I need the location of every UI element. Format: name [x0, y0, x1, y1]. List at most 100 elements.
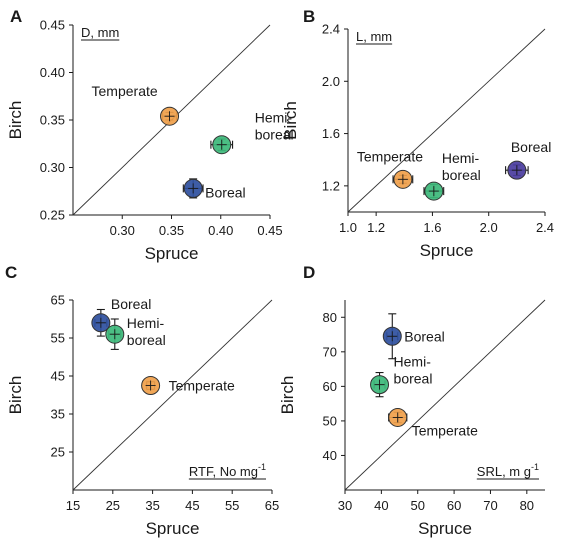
x-tick-label: 55 — [225, 498, 239, 513]
point-label: Boreal — [111, 296, 151, 312]
data-point: Boreal — [182, 178, 246, 200]
point-label: Boreal — [404, 328, 444, 344]
y-tick-label: 2.0 — [322, 74, 340, 89]
data-point: Boreal — [382, 313, 445, 360]
unit-label: L, mm — [356, 29, 393, 45]
y-tick-label: 1.6 — [322, 126, 340, 141]
point-label: Hemi- — [394, 354, 432, 370]
x-tick-label: 70 — [483, 498, 497, 513]
x-tick-label: 1.2 — [367, 220, 385, 235]
x-tick-label: 50 — [410, 498, 424, 513]
panel-d: D 30 40 50 60 70 80 40 50 60 70 80 Spruce Birch SRL, m… — [278, 263, 546, 538]
y-tick-label: 40 — [323, 448, 337, 463]
one-to-one-line — [344, 299, 546, 491]
unit-main: L, mm — [356, 29, 392, 44]
y-tick-label: 0.45 — [40, 18, 65, 33]
x-axis-title: Spruce — [146, 519, 200, 538]
unit-text: RTF, No mg-1 — [189, 462, 266, 479]
y-tick-label: 0.30 — [40, 160, 65, 175]
point-label: Temperate — [412, 422, 478, 438]
one-to-one-line — [72, 299, 273, 491]
y-axis-title: Birch — [281, 101, 300, 140]
unit-text: L, mm — [356, 29, 392, 44]
x-tick-label: 30 — [338, 498, 352, 513]
data-point: Hemi-boreal — [370, 354, 433, 398]
x-tick-label: 15 — [66, 498, 80, 513]
unit-text: SRL, m g-1 — [477, 462, 539, 479]
x-tick-label: 1.6 — [423, 220, 441, 235]
point-label: Temperate — [357, 148, 423, 164]
x-tick-label: 0.30 — [110, 223, 135, 238]
unit-main: D, mm — [81, 25, 119, 40]
point-label: Boreal — [511, 139, 551, 155]
y-tick-label: 70 — [323, 344, 337, 359]
point-label: boreal — [442, 167, 481, 183]
y-tick-label: 80 — [323, 310, 337, 325]
x-tick-label: 60 — [447, 498, 461, 513]
panel-c: C 15 25 35 45 55 65 25 35 45 55 65 Spruce Birch RTF, N… — [5, 263, 279, 538]
data-point: Hemi-boreal — [423, 150, 481, 201]
unit-superscript: -1 — [531, 462, 539, 472]
y-tick-label: 60 — [323, 379, 337, 394]
y-tick-label: 0.40 — [40, 65, 65, 80]
y-tick-label: 65 — [51, 293, 65, 308]
y-tick-label: 1.2 — [322, 178, 340, 193]
point-label: boreal — [255, 127, 294, 143]
data-point: Boreal — [91, 296, 151, 337]
point-label: Hemi- — [127, 315, 165, 331]
y-tick-label: 25 — [51, 445, 65, 460]
x-axis-title: Spruce — [145, 244, 199, 263]
unit-label: D, mm — [81, 25, 120, 41]
y-tick-label: 0.25 — [40, 208, 65, 223]
y-tick-label: 35 — [51, 407, 65, 422]
data-point: Hemi-boreal — [105, 315, 166, 350]
one-to-one-line — [347, 28, 546, 213]
panel-letter: D — [303, 263, 315, 282]
unit-label: SRL, m g-1 — [476, 462, 539, 480]
data-point: Temperate — [357, 148, 423, 189]
unit-label: RTF, No mg-1 — [188, 462, 266, 480]
data-point: Boreal — [505, 139, 551, 180]
y-tick-label: 45 — [51, 369, 65, 384]
point-label: Temperate — [169, 378, 235, 394]
y-tick-label: 2.4 — [322, 22, 340, 37]
x-tick-label: 0.35 — [159, 223, 184, 238]
unit-superscript: -1 — [258, 462, 266, 472]
point-label: Temperate — [92, 83, 158, 99]
x-tick-label: 2.4 — [536, 220, 554, 235]
point-label: Hemi- — [442, 150, 480, 166]
x-tick-label: 40 — [374, 498, 388, 513]
data-point: Temperate — [92, 83, 180, 126]
y-tick-label: 0.35 — [40, 113, 65, 128]
y-tick-label: 55 — [51, 331, 65, 346]
x-tick-label: 0.40 — [208, 223, 233, 238]
data-point: Temperate — [141, 376, 235, 395]
x-axis-title: Spruce — [418, 519, 472, 538]
panel-letter: B — [303, 7, 315, 26]
unit-main: SRL, m g — [477, 464, 531, 479]
unit-text: D, mm — [81, 25, 119, 40]
data-point: Temperate — [388, 407, 478, 438]
x-axis-title: Spruce — [420, 241, 474, 260]
x-tick-label: 25 — [106, 498, 120, 513]
panel-letter: A — [10, 7, 22, 26]
point-label: boreal — [394, 371, 433, 387]
panel-letter: C — [5, 263, 17, 282]
x-tick-label: 45 — [185, 498, 199, 513]
y-axis-title: Birch — [6, 376, 25, 415]
unit-main: RTF, No mg — [189, 464, 258, 479]
x-tick-label: 35 — [145, 498, 159, 513]
y-tick-label: 50 — [323, 413, 337, 428]
y-axis-title: Birch — [278, 376, 297, 415]
x-tick-label: 0.45 — [257, 223, 282, 238]
panel-a: A 0.30 0.35 0.40 0.45 0.25 0.30 0.35 0.40 0.45 Spr… — [6, 7, 294, 263]
x-tick-label: 65 — [265, 498, 279, 513]
point-label: boreal — [127, 332, 166, 348]
y-axis-title: Birch — [6, 101, 25, 140]
point-label: Boreal — [205, 184, 245, 200]
point-label: Hemi- — [255, 110, 293, 126]
x-tick-label: 2.0 — [480, 220, 498, 235]
x-tick-label: 1.0 — [339, 220, 357, 235]
data-point: Hemi-boreal — [210, 110, 294, 155]
